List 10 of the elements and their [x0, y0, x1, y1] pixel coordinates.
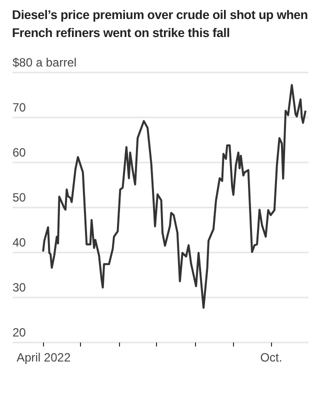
y-tick-label: 70	[12, 100, 26, 114]
y-tick-label: 60	[12, 146, 26, 160]
chart-title: Diesel’s price premium over crude oil shot up when French refiners went on strike this fall	[11, 7, 309, 42]
y-tick-label: $80 a barrel	[12, 56, 77, 70]
y-tick-label: 30	[12, 280, 26, 294]
y-tick-label: 20	[12, 326, 26, 340]
x-tick-label: April 2022	[16, 350, 71, 364]
y-tick-label: 50	[12, 190, 26, 204]
x-tick-label: Oct.	[260, 350, 282, 364]
y-tick-label: 40	[12, 236, 26, 250]
